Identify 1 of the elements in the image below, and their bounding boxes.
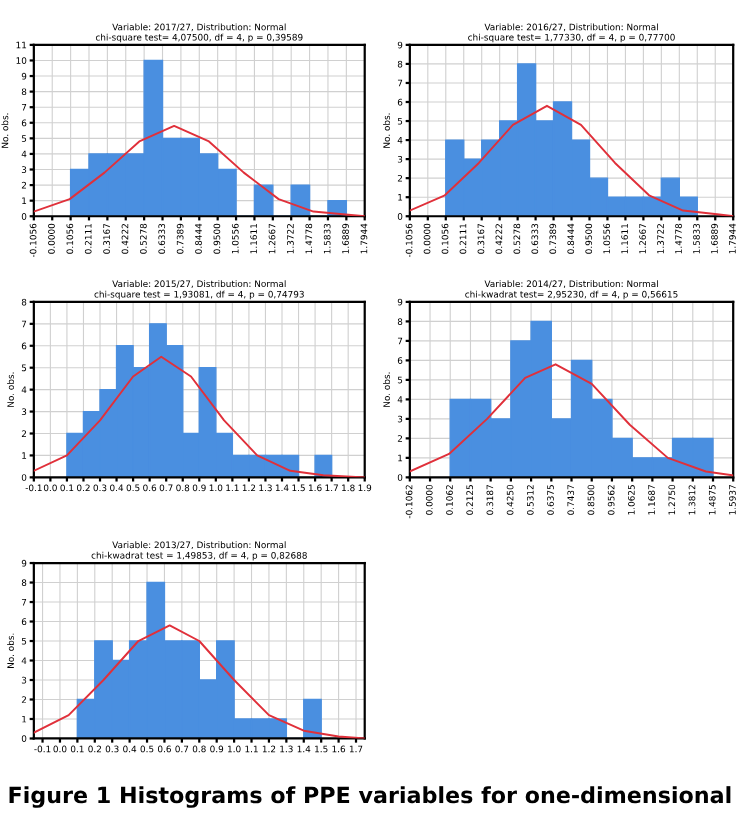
caption: Figure 1 Histograms of PPE variables for one-dimensional bbox=[9, 786, 731, 808]
